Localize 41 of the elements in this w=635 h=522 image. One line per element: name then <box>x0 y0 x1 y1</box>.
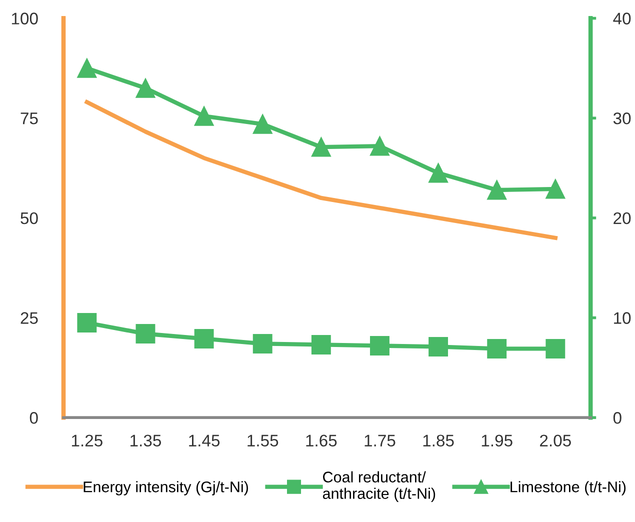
y-tick-label: 75 <box>20 112 38 124</box>
point <box>311 335 331 354</box>
point <box>546 179 566 199</box>
x-tick-label: 1.65 <box>306 434 337 447</box>
point <box>370 336 390 356</box>
y-tick-label: 100 <box>12 12 38 24</box>
point <box>136 324 156 344</box>
y-tick-label: 50 <box>20 212 38 224</box>
line-series <box>84 100 558 240</box>
point <box>194 106 214 126</box>
point <box>77 313 97 332</box>
point <box>487 338 507 358</box>
point <box>136 78 156 98</box>
point <box>428 336 448 356</box>
x-tick-label: 1.85 <box>423 434 454 447</box>
x-tick-label: 1.55 <box>248 434 278 447</box>
y-tick-label: 0 <box>30 412 38 424</box>
point <box>546 338 566 358</box>
x-tick-label: 1.75 <box>364 434 396 447</box>
y2-tick-label: 10 <box>614 312 631 324</box>
x-tick-label: 1.95 <box>482 434 512 447</box>
y2-tick-label: 30 <box>613 112 631 124</box>
point <box>252 114 272 134</box>
point <box>77 58 97 78</box>
x-tick-label: 1.35 <box>130 434 162 447</box>
x-tick-label: 1.45 <box>189 434 220 447</box>
x-tick-label: 2.05 <box>540 434 571 447</box>
y2-tick-label: 40 <box>613 12 631 24</box>
point <box>487 180 507 200</box>
point <box>370 136 390 156</box>
legend-label: Coal reductant/ anthracite (t/t-Ni) <box>322 471 436 502</box>
legend-label: Energy intensity (Gj/t-Ni) <box>84 481 248 496</box>
y-tick-label: 25 <box>20 312 38 324</box>
x-tick-label: 1.25 <box>72 434 102 447</box>
legend-label: Limestone (t/t-Ni) <box>510 481 626 496</box>
point <box>311 137 331 157</box>
point <box>194 329 214 348</box>
point <box>252 334 272 354</box>
y2-tick-label: 20 <box>614 212 631 224</box>
point <box>428 163 448 183</box>
y2-tick-label: 0 <box>613 412 622 424</box>
